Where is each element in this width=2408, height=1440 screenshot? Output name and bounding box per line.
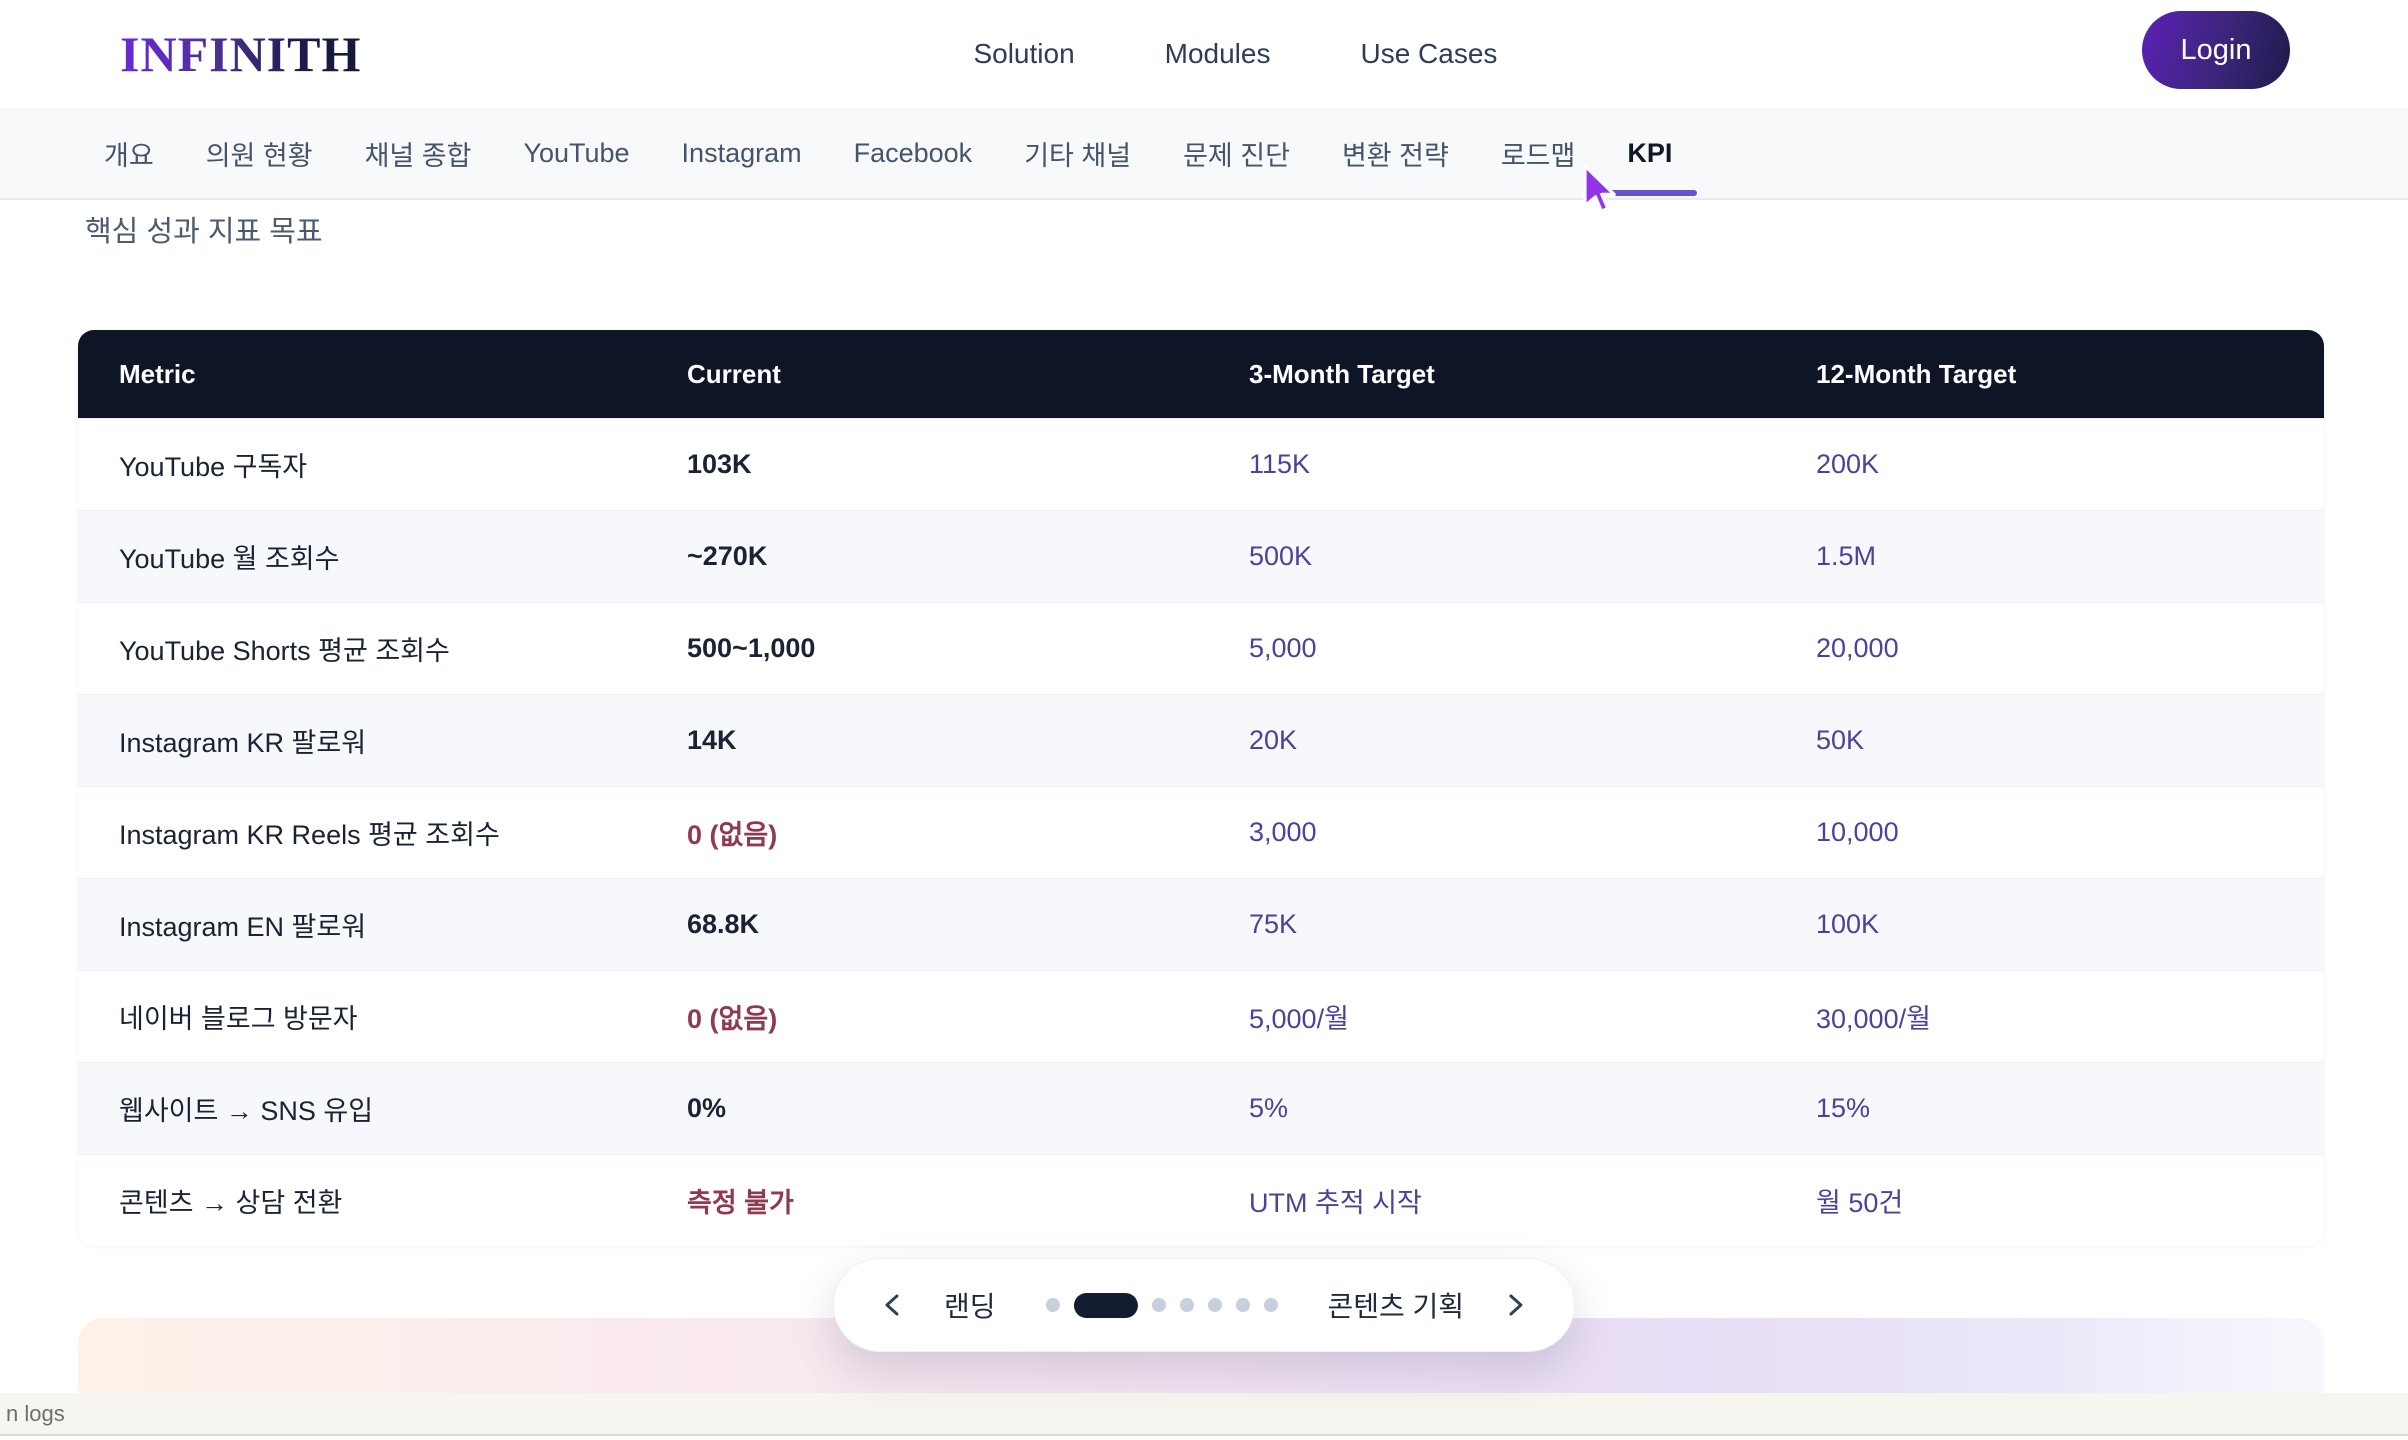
carousel-dots	[1045, 1292, 1278, 1318]
current-value-cell: 14K	[687, 725, 737, 755]
chevron-left-icon[interactable]	[876, 1288, 910, 1322]
tab-개요[interactable]: 개요	[104, 140, 154, 171]
chevron-right-icon[interactable]	[1498, 1288, 1532, 1322]
target-12m-cell: 100K	[1816, 909, 1880, 939]
target-3m-cell: 500K	[1249, 541, 1313, 571]
current-value-cell: 0 (없음)	[687, 820, 778, 850]
carousel-dot[interactable]	[1045, 1298, 1060, 1312]
metric-cell: 웹사이트 → SNS 유입	[119, 1096, 374, 1126]
current-value-cell: 측정 불가	[687, 1188, 794, 1218]
table-row: 콘텐츠 → 상담 전환 측정 불가 UTM 추적 시작 월 50건	[78, 1154, 2324, 1246]
metric-cell: Instagram KR Reels 평균 조회수	[119, 820, 500, 850]
target-3m-cell: UTM 추적 시작	[1249, 1188, 1422, 1218]
target-3m-cell: 75K	[1249, 909, 1298, 939]
kpi-table-header: Metric Current 3-Month Target 12-Month T…	[78, 330, 2324, 418]
table-row: Instagram EN 팔로워 68.8K 75K 100K	[78, 878, 2324, 970]
status-bar-text[interactable]: n logs	[6, 1400, 65, 1426]
metric-cell: YouTube 월 조회수	[119, 544, 340, 574]
column-header-12-month-target: 12-Month Target	[1816, 358, 2017, 389]
metric-cell: 네이버 블로그 방문자	[119, 1004, 358, 1034]
current-value-cell: 68.8K	[687, 909, 760, 939]
target-3m-cell: 115K	[1249, 449, 1311, 479]
top-header: INFINITH Solution Modules Use Cases Logi…	[0, 0, 2408, 108]
current-value-cell: 500~1,000	[687, 633, 816, 663]
carousel-dot[interactable]	[1207, 1298, 1222, 1312]
table-row: YouTube 구독자 103K 115K 200K	[78, 418, 2324, 510]
top-nav: Solution Modules Use Cases	[973, 38, 1497, 70]
current-value-cell: 103K	[687, 449, 752, 479]
target-12m-cell: 월 50건	[1816, 1188, 1904, 1218]
tab-채널-종합[interactable]: 채널 종합	[364, 140, 472, 171]
current-value-cell: 0 (없음)	[687, 1004, 778, 1034]
table-row: YouTube Shorts 평균 조회수 500~1,000 5,000 20,00…	[78, 602, 2324, 694]
column-header-metric: Metric	[119, 358, 196, 389]
tab-kpi[interactable]: KPI	[1627, 108, 1672, 198]
report-tabbar: 개요 의원 현황 채널 종합 YouTube Instagram Facebook 기타 채…	[0, 108, 2408, 200]
table-row: YouTube 월 조회수 ~270K 500K 1.5M	[78, 510, 2324, 602]
carousel-dot[interactable]	[1235, 1298, 1250, 1312]
current-value-cell: 0%	[687, 1093, 727, 1123]
carousel-dot[interactable]	[1151, 1298, 1166, 1312]
prev-page-label[interactable]: 랜딩	[943, 1291, 996, 1322]
metric-cell: 콘텐츠 → 상담 전환	[119, 1188, 343, 1218]
tab-문제-진단[interactable]: 문제 진단	[1183, 140, 1290, 171]
current-value-cell: ~270K	[687, 541, 768, 571]
target-3m-cell: 5%	[1249, 1093, 1289, 1123]
kpi-table: Metric Current 3-Month Target 12-Month T…	[78, 330, 2324, 1246]
column-header-current: Current	[687, 358, 781, 389]
target-12m-cell: 50K	[1816, 725, 1865, 755]
login-button[interactable]: Login	[2142, 11, 2290, 89]
nav-item-modules[interactable]: Modules	[1164, 38, 1271, 69]
metric-cell: YouTube 구독자	[119, 452, 308, 482]
metric-cell: YouTube Shorts 평균 조회수	[119, 636, 450, 666]
column-header-3-month-target: 3-Month Target	[1249, 358, 1435, 389]
target-3m-cell: 20K	[1249, 725, 1298, 755]
target-12m-cell: 30,000/월	[1816, 1004, 1931, 1034]
target-12m-cell: 10,000	[1816, 817, 1899, 847]
target-12m-cell: 200K	[1816, 449, 1880, 479]
next-page-label[interactable]: 콘텐츠 기획	[1327, 1291, 1465, 1322]
tab-로드맵[interactable]: 로드맵	[1500, 140, 1576, 171]
target-3m-cell: 5,000	[1249, 633, 1317, 663]
nav-item-use-cases[interactable]: Use Cases	[1360, 38, 1498, 69]
page-carousel: 랜딩 콘텐츠 기획	[832, 1258, 1576, 1352]
target-12m-cell: 1.5M	[1816, 541, 1877, 571]
table-row: 웹사이트 → SNS 유입 0% 5% 15%	[78, 1062, 2324, 1154]
tab-facebook[interactable]: Facebook	[853, 137, 973, 168]
tab-기타-채널[interactable]: 기타 채널	[1024, 140, 1132, 171]
carousel-dot-active[interactable]	[1073, 1292, 1138, 1318]
table-row: 네이버 블로그 방문자 0 (없음) 5,000/월 30,000/월	[78, 970, 2324, 1062]
nav-item-solution[interactable]: Solution	[973, 38, 1075, 69]
section-title: 핵심 성과 지표 목표	[85, 216, 323, 248]
target-12m-cell: 20,000	[1816, 633, 1899, 663]
status-bar: n logs	[0, 1393, 2408, 1436]
tab-변환-전략[interactable]: 변환 전략	[1341, 140, 1449, 171]
tab-instagram[interactable]: Instagram	[681, 137, 802, 168]
metric-cell: Instagram KR 팔로워	[119, 728, 367, 758]
tab-youtube[interactable]: YouTube	[523, 137, 630, 168]
logo[interactable]: INFINITH	[120, 26, 362, 82]
tab-의원-현황[interactable]: 의원 현황	[205, 140, 313, 171]
carousel-dot[interactable]	[1263, 1298, 1278, 1312]
target-12m-cell: 15%	[1816, 1093, 1871, 1123]
carousel-dot[interactable]	[1179, 1298, 1194, 1312]
table-row: Instagram KR Reels 평균 조회수 0 (없음) 3,000 10,0…	[78, 786, 2324, 878]
table-row: Instagram KR 팔로워 14K 20K 50K	[78, 694, 2324, 786]
target-3m-cell: 5,000/월	[1249, 1004, 1349, 1034]
kpi-table-body: YouTube 구독자 103K 115K 200K YouTube 월 조회수 ~270…	[78, 418, 2324, 1246]
metric-cell: Instagram EN 팔로워	[119, 912, 367, 942]
target-3m-cell: 3,000	[1249, 817, 1317, 847]
